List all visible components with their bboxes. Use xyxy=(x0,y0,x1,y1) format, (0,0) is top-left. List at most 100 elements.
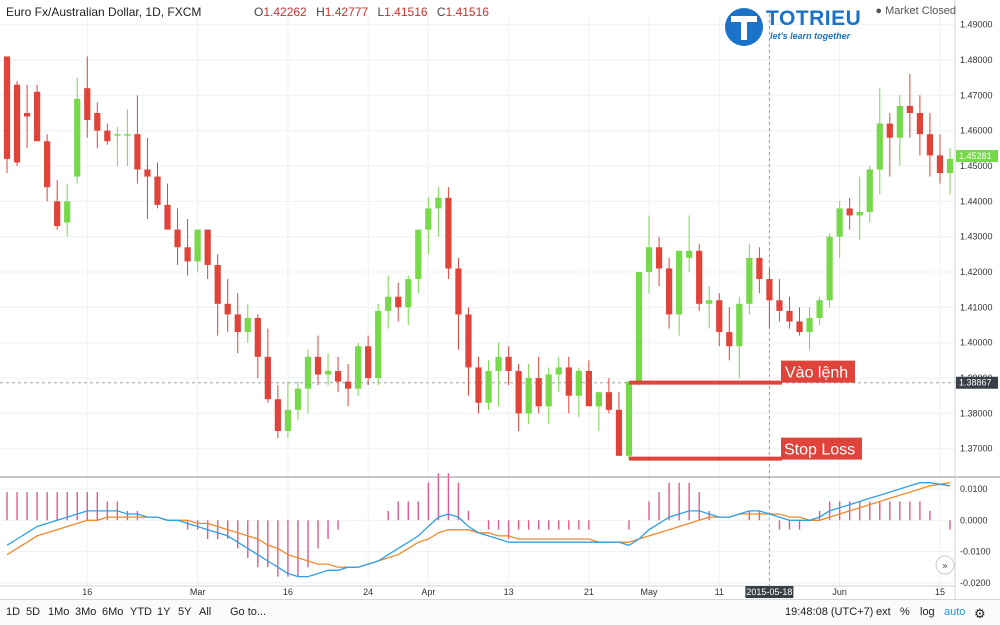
candle-body xyxy=(13,84,21,163)
price-tick-label: 1.42000 xyxy=(960,267,993,277)
candle-body xyxy=(665,268,673,315)
candle-body xyxy=(294,388,302,410)
candle-body xyxy=(365,346,372,379)
logo-name: TOTRIEU xyxy=(766,7,862,30)
candle-body xyxy=(94,112,101,131)
ext-toggle[interactable]: ext xyxy=(876,606,891,618)
open-label: O xyxy=(254,5,264,19)
market-status: ● Market Closed xyxy=(875,5,956,17)
candle-body xyxy=(54,201,61,227)
candle-body xyxy=(655,247,663,269)
candle-body xyxy=(415,229,422,280)
candle-body xyxy=(686,250,693,258)
candle-body xyxy=(716,300,723,333)
percent-toggle[interactable]: % xyxy=(900,606,910,618)
double-chevron-right-icon: » xyxy=(942,561,948,572)
candle-body xyxy=(806,317,813,333)
date-tick-label: 21 xyxy=(584,587,594,597)
date-tick-label: 11 xyxy=(715,587,724,597)
candle-body xyxy=(274,399,281,432)
candle-body xyxy=(525,378,532,414)
candle-body xyxy=(475,367,482,403)
candle-body xyxy=(224,303,231,315)
candle-body xyxy=(23,112,31,117)
candle-body xyxy=(455,268,462,315)
candle-body xyxy=(234,314,241,333)
candle-body xyxy=(876,123,883,170)
range-5d[interactable]: 5D xyxy=(26,606,41,618)
crosshair-date-marker xyxy=(745,586,794,598)
candle-body xyxy=(505,356,512,371)
close-label: C xyxy=(436,5,446,19)
signal-line xyxy=(6,482,951,568)
candle-body xyxy=(445,197,452,269)
price-tick-label: 1.49000 xyxy=(960,20,993,30)
last-price-marker xyxy=(956,150,998,163)
price-tick-label: 1.46000 xyxy=(960,126,993,136)
low-label: L xyxy=(377,5,385,19)
symbol-title[interactable]: Euro Fx/Australian Dollar, 1D, FXCM xyxy=(6,5,202,19)
range-all[interactable]: All xyxy=(199,606,212,618)
candle-body xyxy=(585,370,592,407)
price-tick-label: 1.44000 xyxy=(960,196,993,206)
candle-body xyxy=(916,112,923,135)
range-1d[interactable]: 1D xyxy=(6,606,21,618)
candle-body xyxy=(736,303,743,347)
close-value: 1.41516 xyxy=(445,5,489,19)
candle-body xyxy=(696,250,703,304)
candle-body xyxy=(124,134,131,136)
candle-body xyxy=(746,257,753,304)
candle-body xyxy=(395,296,402,308)
macd-tick-label: 0.0000 xyxy=(960,515,988,525)
range-1mo[interactable]: 1Mo xyxy=(48,606,70,618)
candle-body xyxy=(344,381,352,389)
candle-body xyxy=(134,134,141,170)
range-ytd[interactable]: YTD xyxy=(130,606,152,618)
candle-body xyxy=(304,356,312,389)
range-1y[interactable]: 1Y xyxy=(157,606,171,618)
price-tick-label: 1.47000 xyxy=(960,90,993,100)
candle-body xyxy=(555,367,562,375)
range-3mo[interactable]: 3Mo xyxy=(75,606,97,618)
candle-body xyxy=(114,134,121,136)
log-toggle[interactable]: log xyxy=(920,606,935,618)
date-tick-label: Mar xyxy=(190,587,206,597)
date-tick-label: 16 xyxy=(82,587,92,597)
candle-body xyxy=(435,197,442,209)
low-value: 1.41516 xyxy=(384,5,428,19)
range-6mo[interactable]: 6Mo xyxy=(102,606,124,618)
candle-body xyxy=(886,123,893,138)
candle-body xyxy=(575,370,582,396)
totrieu-logo-icon xyxy=(725,8,763,46)
settings-gear-icon[interactable]: ⚙ xyxy=(974,606,986,621)
price-tick-label: 1.45000 xyxy=(960,161,993,171)
entry-label: Vào lệnh xyxy=(785,365,848,382)
auto-toggle[interactable]: auto xyxy=(944,606,966,618)
candle-body xyxy=(866,169,873,212)
candle-body xyxy=(776,300,783,311)
candle-body xyxy=(635,272,643,382)
date-tick-label: 13 xyxy=(504,587,514,597)
crosshair-price-marker xyxy=(956,376,998,389)
candle-body xyxy=(836,208,843,237)
candle-body xyxy=(164,204,171,230)
candle-body xyxy=(154,176,161,205)
date-tick-label: Jun xyxy=(832,587,847,597)
candle-body xyxy=(194,229,201,262)
candle-body xyxy=(244,317,251,333)
price-chart[interactable]: 1.49000 1.48000 1.47000 1.46000 1.45000 1.440… xyxy=(0,0,1000,600)
candle-body xyxy=(676,250,683,315)
candle-body xyxy=(495,356,502,371)
ohlc-readout: O1.42262 H1.42777 L1.41516 C1.41516 xyxy=(248,5,489,19)
goto-button[interactable]: Go to... xyxy=(230,606,267,618)
range-5y[interactable]: 5Y xyxy=(178,606,192,618)
candle-body xyxy=(896,105,903,138)
candle-body xyxy=(375,310,382,379)
candle-body xyxy=(545,374,552,407)
candle-body xyxy=(84,88,91,121)
candle-body xyxy=(625,381,633,456)
stop-loss-label: Stop Loss xyxy=(784,442,855,459)
candle-body xyxy=(385,296,392,311)
candle-body xyxy=(645,247,653,273)
candle-body xyxy=(355,346,362,389)
